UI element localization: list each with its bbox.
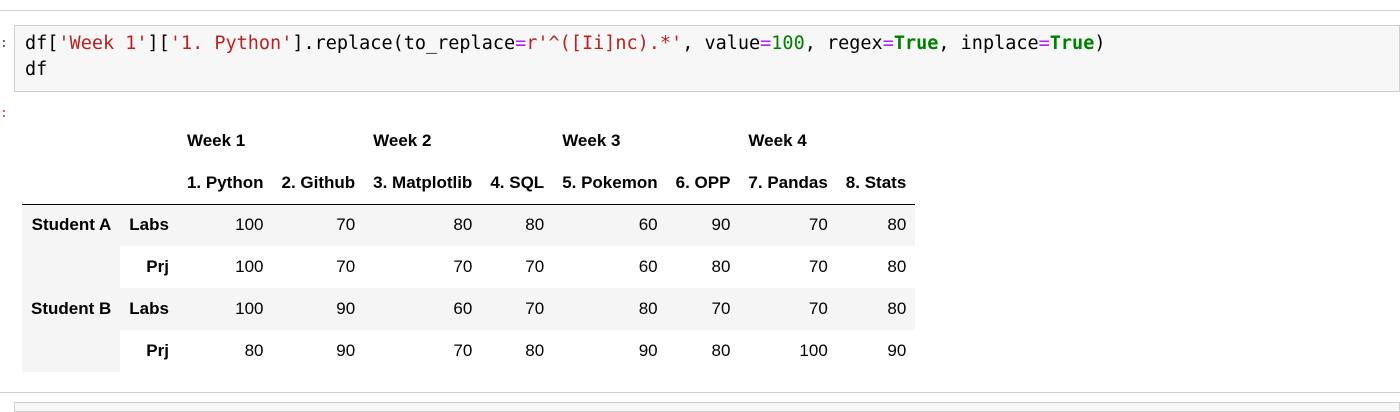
table-cell: 70 — [666, 288, 740, 330]
table-cell: 80 — [553, 288, 667, 330]
code-line-2: df — [25, 59, 48, 80]
table-cell: 70 — [739, 246, 837, 288]
table-cell: 80 — [836, 204, 916, 246]
table-cell: 60 — [553, 204, 667, 246]
code-token: , regex — [804, 33, 883, 54]
table-cell: 100 — [177, 246, 273, 288]
code-operator: = — [515, 33, 527, 54]
table-cell: 70 — [272, 204, 365, 246]
next-code-cell[interactable] — [14, 402, 1400, 412]
code-string: '1. Python' — [169, 33, 293, 54]
table-row: Student A Labs 100 70 80 80 60 90 70 80 — [22, 204, 916, 246]
metric-index: Labs — [120, 288, 178, 330]
topic-header: 1. Python — [177, 162, 273, 205]
code-operator: = — [1038, 33, 1050, 54]
table-cell: 80 — [177, 330, 273, 372]
output-prompt: : — [0, 106, 8, 121]
table-cell: 80 — [481, 330, 554, 372]
table-cell: 80 — [666, 246, 740, 288]
code-token: , inplace — [938, 33, 1039, 54]
topic-header: 2. Github — [272, 162, 365, 205]
topic-header-row: 1. Python 2. Github 3. Matplotlib 4. SQL… — [22, 162, 916, 205]
code-operator: = — [882, 33, 894, 54]
code-cell[interactable]: df['Week 1']['1. Python'].replace(to_rep… — [14, 25, 1400, 92]
table-cell: 70 — [272, 246, 365, 288]
table-cell: 80 — [481, 204, 554, 246]
student-index — [22, 246, 121, 288]
table-cell: 70 — [481, 246, 554, 288]
table-cell: 80 — [364, 204, 482, 246]
table-cell: 70 — [739, 288, 837, 330]
topic-header: 5. Pokemon — [553, 162, 667, 205]
table-cell: 100 — [177, 288, 273, 330]
table-cell: 90 — [272, 288, 365, 330]
table-cell: 70 — [364, 246, 482, 288]
week-header: Week 4 — [748, 131, 807, 150]
topic-header: 8. Stats — [836, 162, 916, 205]
week-header-row: Week 1 Week 2 Week 3 Week 4 — [22, 120, 915, 162]
table-row: Student B Labs 100 90 60 70 80 70 70 80 — [22, 288, 916, 330]
table-cell: 60 — [364, 288, 482, 330]
index-header-blank — [120, 162, 178, 205]
output-bottom-border — [0, 392, 1400, 393]
topic-header: 7. Pandas — [739, 162, 837, 205]
student-index: Student B — [22, 288, 121, 330]
table-cell: 60 — [553, 246, 667, 288]
table-cell: 90 — [553, 330, 667, 372]
table-cell: 100 — [177, 204, 273, 246]
table-row: Prj 80 90 70 80 90 80 100 90 — [22, 330, 916, 372]
index-header-blank — [22, 162, 121, 205]
code-string: 'Week 1' — [58, 33, 148, 54]
week-header: Week 3 — [562, 131, 621, 150]
topic-header: 4. SQL — [481, 162, 554, 205]
week-header: Week 1 — [186, 131, 246, 150]
table-cell: 80 — [836, 246, 916, 288]
table-cell: 80 — [836, 288, 916, 330]
student-index — [22, 330, 121, 372]
table-cell: 90 — [836, 330, 916, 372]
code-token: ].replace(to_replace — [292, 33, 516, 54]
code-string: r'^([Ii]nc).*' — [526, 33, 683, 54]
table-cell: 70 — [739, 204, 837, 246]
week-header: Week 2 — [373, 131, 432, 150]
topic-header: 3. Matplotlib — [364, 162, 482, 205]
dataframe-table: Week 1 Week 2 Week 3 Week 4 1. Python 2.… — [22, 120, 916, 372]
table-cell: 90 — [272, 330, 365, 372]
input-prompt: : — [0, 36, 8, 51]
index-header-blank — [120, 120, 178, 162]
table-cell: 90 — [666, 204, 740, 246]
metric-index: Prj — [120, 246, 178, 288]
table-cell: 100 — [739, 330, 837, 372]
metric-index: Prj — [120, 330, 178, 372]
code-keyword: True — [1049, 33, 1095, 54]
student-index: Student A — [22, 204, 121, 246]
topic-header: 6. OPP — [666, 162, 740, 205]
code-keyword: True — [893, 33, 939, 54]
index-header-blank — [22, 120, 120, 162]
table-cell: 70 — [481, 288, 554, 330]
code-token: df[ — [25, 33, 59, 54]
table-cell: 80 — [666, 330, 740, 372]
code-token: ][ — [147, 33, 170, 54]
code-line-1: df['Week 1']['1. Python'].replace(to_rep… — [25, 33, 1105, 54]
code-token: , value — [682, 33, 761, 54]
table-row: Prj 100 70 70 70 60 80 70 80 — [22, 246, 916, 288]
table-cell: 70 — [364, 330, 482, 372]
code-token: ) — [1094, 33, 1106, 54]
metric-index: Labs — [120, 204, 178, 246]
code-number: 100 — [771, 33, 805, 54]
code-operator: = — [760, 33, 772, 54]
top-cell-border — [0, 10, 1400, 11]
